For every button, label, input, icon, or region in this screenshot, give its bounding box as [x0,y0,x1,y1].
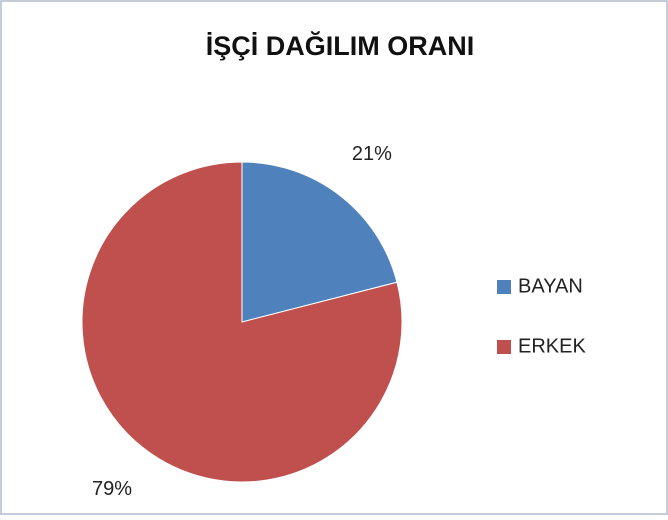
legend-swatch [497,280,511,294]
chart-title: İŞÇİ DAĞILIM ORANI [206,30,475,61]
legend-swatch [497,340,511,354]
data-label: 79% [92,478,132,500]
legend-label: ERKEK [518,335,586,357]
legend-label: BAYAN [518,275,583,297]
pie-slice [241,161,398,323]
data-label: 21% [352,143,392,165]
pie-slice [81,161,403,483]
